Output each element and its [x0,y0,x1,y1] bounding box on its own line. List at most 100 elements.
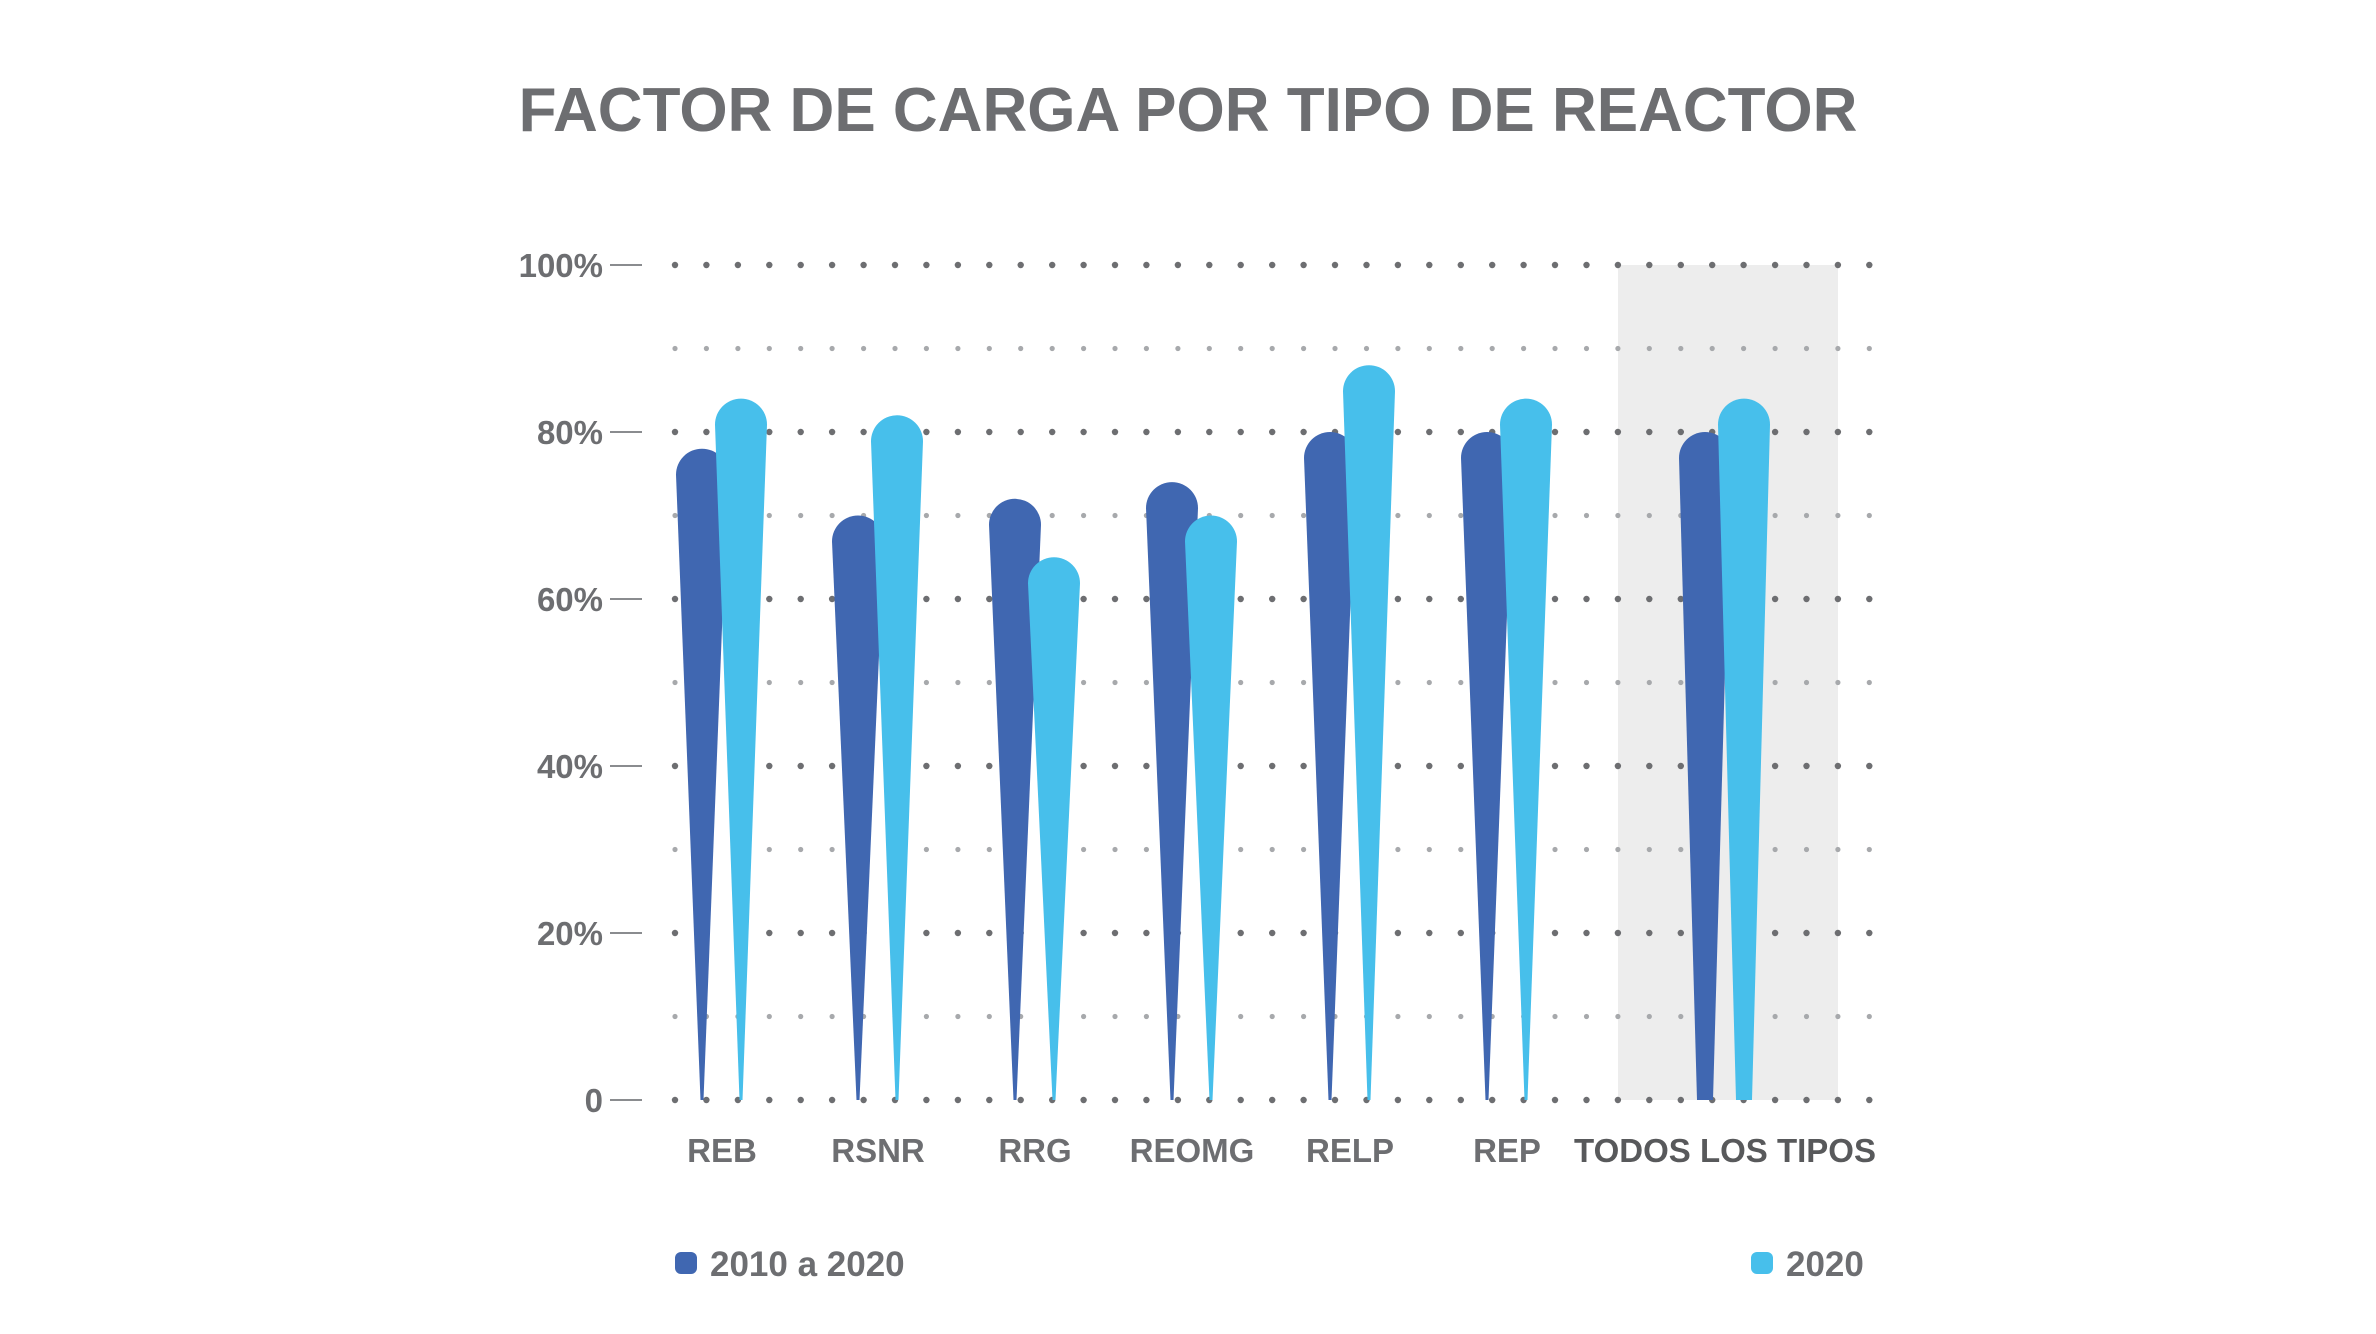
bar-1-rsnr [832,515,884,1100]
grid-dot [1458,512,1464,519]
grid-dot [766,846,772,853]
grid-dot [1081,345,1087,352]
grid-dot [1583,679,1590,686]
legend-item-series-2[interactable]: 2020 [1751,1245,1864,1284]
grid-dot [797,1096,804,1104]
grid-dot [1049,345,1055,352]
grid-dot [1835,846,1841,853]
grid-dot [1206,345,1212,352]
x-tick-label: REB [687,1132,757,1169]
grid-dot [955,679,961,686]
grid-dot [1803,1013,1810,1020]
grid-dot [766,762,773,770]
grid-dot [1772,1013,1778,1020]
grid-dot [1080,428,1087,436]
grid-dot [1143,1096,1150,1104]
grid-dot [986,762,993,770]
grid-dot [1552,846,1558,853]
grid-dot [1238,512,1244,519]
grid-dot [1489,1096,1496,1104]
grid-dot [1111,595,1119,603]
grid-dot [1269,261,1276,269]
x-tick-label: RELP [1306,1132,1394,1169]
grid-dot [1834,261,1842,269]
grid-dot [1143,846,1149,853]
grid-dot [1238,1013,1244,1020]
grid-dot [1551,595,1559,603]
grid-dot [1772,345,1778,352]
grid-dot [1552,679,1558,686]
grid-dot [671,428,679,436]
bar-1-rep [1461,432,1513,1100]
grid-dot [1143,595,1150,603]
grid-dot [923,428,930,436]
grid-dot [1615,512,1621,519]
grid-dot [1866,1096,1873,1104]
grid-dot [1834,929,1842,937]
bar-2-rsnr [871,415,923,1100]
grid-dot [923,846,930,853]
grid-dot [798,512,804,519]
grid-dot [954,1096,962,1104]
bar-2-rep [1500,398,1552,1100]
grid-dot [1646,679,1652,686]
grid-dot [1772,512,1778,519]
grid-dot [1772,679,1778,686]
grid-dot [1583,1096,1590,1104]
grid-dot [703,1096,710,1104]
grid-dot [1426,679,1432,686]
grid-dot [1174,428,1182,436]
grid-dot [828,261,836,269]
grid-dot [1237,428,1244,436]
grid-dot [923,1096,930,1104]
grid-dot [1583,762,1590,770]
grid-dot [923,1013,930,1020]
y-tick-label: 60% [537,581,603,618]
grid-dot [1143,929,1150,937]
grid-dot [986,345,992,352]
grid-dot [798,1013,804,1020]
grid-dot [1394,595,1402,603]
grid-dot [1363,345,1370,352]
grid-dot [1143,762,1150,770]
grid-dot [1834,762,1842,770]
grid-dot [1458,345,1464,352]
bar-2-reb [715,398,767,1100]
y-tick-label: 100% [519,247,603,284]
grid-dot [1269,679,1275,686]
grid-dot [923,762,930,770]
grid-dot [766,428,773,436]
grid-dot [1080,1096,1087,1104]
legend-label: 2020 [1786,1245,1864,1284]
grid-dot [828,929,836,937]
grid-dot [1458,846,1464,853]
grid-dot [1081,846,1087,853]
grid-dot [1677,595,1685,603]
grid-dot [1206,428,1213,436]
grid-dot [1583,428,1590,436]
grid-dot [986,595,993,603]
grid-dot [1017,261,1024,269]
grid-dot [828,762,836,770]
grid-dot [1583,1013,1590,1020]
grid-dot [1237,595,1244,603]
grid-dot [1174,261,1182,269]
bar-1-rrg [989,498,1041,1100]
grid-dot [1175,345,1181,352]
grid-dot [1615,345,1621,352]
grid-dot [1771,261,1779,269]
grid-dot [1112,512,1118,519]
grid-dot [1458,1013,1464,1020]
grid-dot [1709,261,1716,269]
grid-dot [1551,762,1559,770]
grid-dot [1238,846,1244,853]
grid-dot [1489,261,1496,269]
grid-dot [1300,1096,1307,1104]
grid-dot [766,1096,773,1104]
y-tick-label: 80% [537,414,603,451]
x-tick-label: REOMG [1130,1132,1255,1169]
legend-item-series-1[interactable]: 2010 a 2020 [675,1245,905,1284]
grid-dot [1615,1013,1621,1020]
grid-dot [1143,345,1149,352]
grid-dot [1835,345,1841,352]
